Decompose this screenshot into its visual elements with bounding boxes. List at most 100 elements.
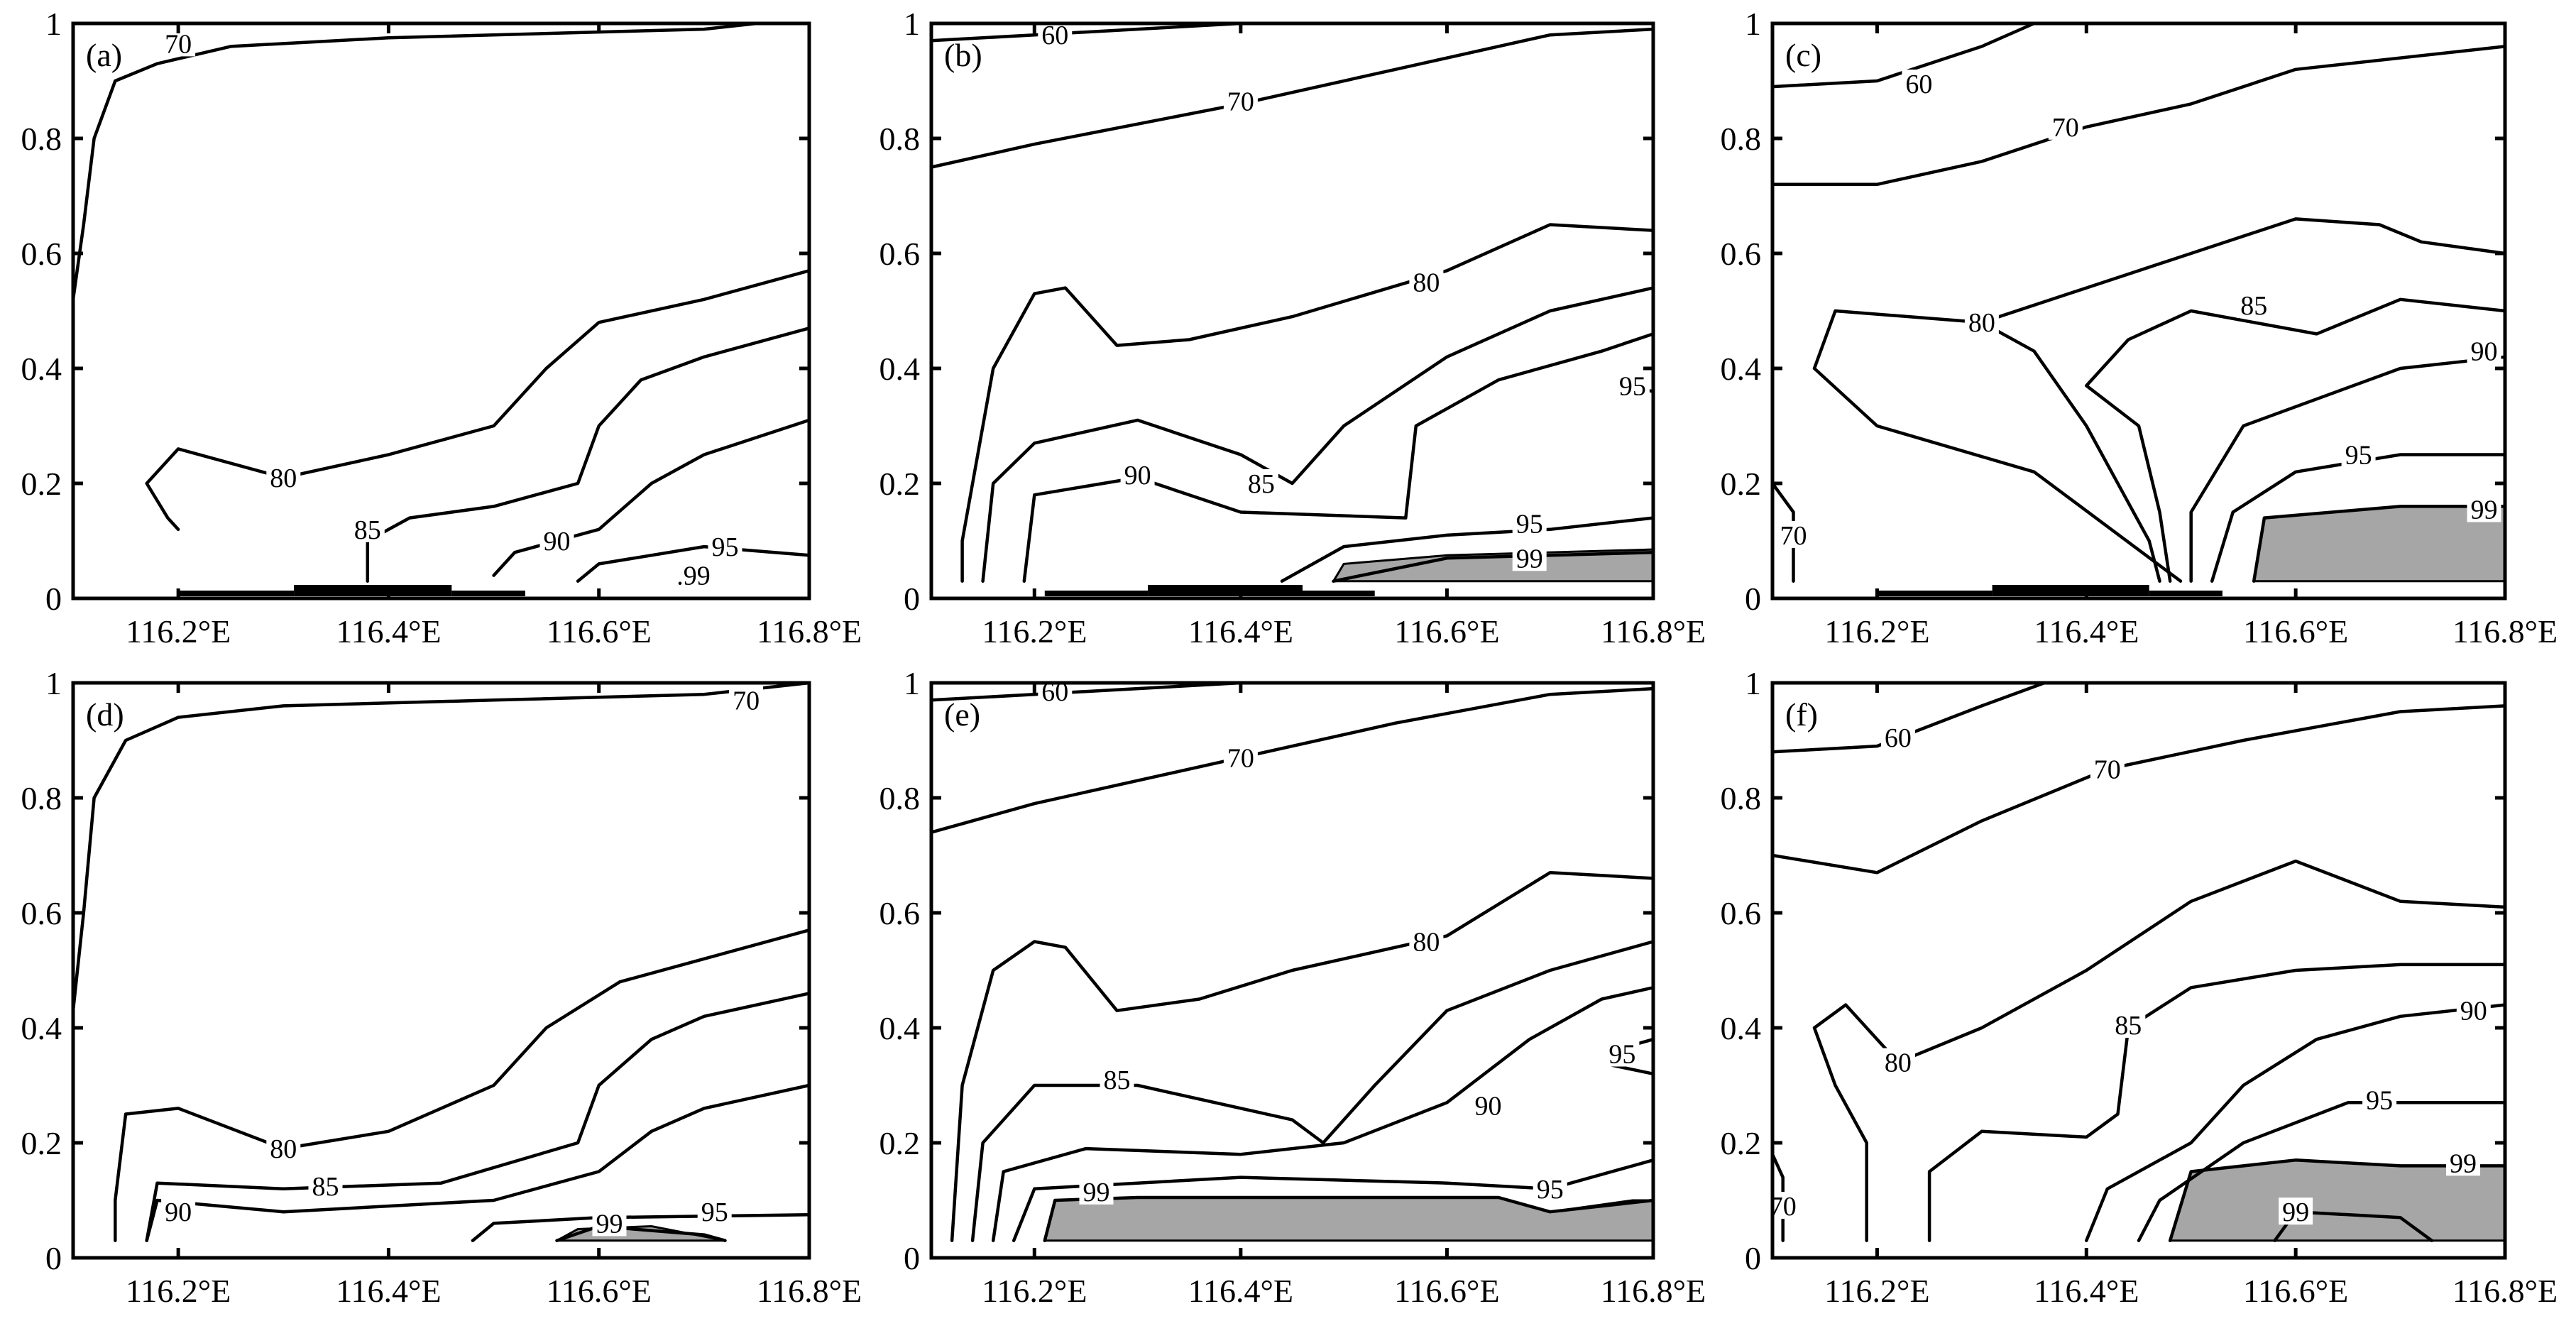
- y-tick-label: 0.4: [879, 351, 921, 387]
- contour-label: 70: [2094, 755, 2121, 785]
- shaded-region: [1331, 548, 1655, 583]
- y-tick-label: 0.8: [879, 121, 921, 157]
- chart-panel: 60 70 80 85 90 95 99 70 0 0.2 0.4 0.6 0.8 1 116.2°E 116…: [1721, 6, 2558, 649]
- contour-label-bg: [697, 1197, 732, 1225]
- x-tick-label: 116.6°E: [547, 613, 652, 649]
- contour-label-bg: [1512, 544, 1547, 571]
- y-tick-label: 1: [45, 665, 62, 701]
- contour-label: 95: [2345, 441, 2372, 471]
- y-tick-label: 0.6: [21, 895, 62, 931]
- x-tick-label: 116.4°E: [2034, 1273, 2139, 1309]
- contour-label: 85: [2240, 291, 2267, 321]
- y-tick-label: 0: [45, 1240, 62, 1276]
- x-tick-label: 116.2°E: [1824, 1273, 1929, 1309]
- contour-label-bg: [669, 561, 718, 588]
- contour-line: [1332, 550, 1655, 583]
- contour-label-bg: [539, 527, 574, 554]
- contour-label-bg: [1079, 1177, 1114, 1205]
- contour-line: [1770, 681, 2046, 754]
- contour-label: 99: [2450, 1149, 2477, 1178]
- contour-line: [2273, 1210, 2434, 1242]
- contour-label-bg: [2341, 440, 2376, 468]
- x-tick-label: 116.8°E: [1601, 613, 1706, 649]
- contour-line: [555, 1224, 727, 1242]
- contour-line: [2085, 1003, 2507, 1242]
- contour-label-bg: [1615, 371, 1650, 399]
- contour-line: [2168, 1158, 2507, 1242]
- contour-line: [114, 928, 811, 1242]
- x-tick-label: 116.2°E: [126, 613, 231, 649]
- contour-line: [2210, 453, 2507, 583]
- axis-frame: [1770, 21, 2507, 601]
- contour-label: 90: [2471, 337, 2498, 367]
- x-tick-label: 116.4°E: [336, 613, 441, 649]
- axis-frame: [929, 681, 1655, 1260]
- contour-label-bg: [1471, 1091, 1506, 1119]
- contour-label: 85: [312, 1172, 339, 1202]
- contour-line: [929, 686, 1655, 834]
- x-tick-label: 116.8°E: [2452, 613, 2558, 649]
- contour-label: 85: [1104, 1065, 1131, 1095]
- y-tick-label: 0.6: [879, 895, 921, 931]
- x-tick-label: 116.4°E: [336, 1273, 441, 1309]
- contour-line: [981, 286, 1655, 583]
- contour-line: [1770, 481, 1795, 583]
- contour-line: [1927, 963, 2507, 1242]
- y-tick-label: 0: [904, 1240, 920, 1276]
- contour-label: 80: [1968, 308, 1995, 338]
- x-tick-label: 116.6°E: [2243, 613, 2348, 649]
- contour-line: [2189, 355, 2507, 583]
- y-tick-label: 0.8: [21, 121, 62, 157]
- contour-line: [71, 21, 759, 302]
- contour-label: 70: [1227, 743, 1254, 773]
- axis-frame: [1770, 681, 2507, 1260]
- y-tick-label: 0.4: [1721, 351, 1762, 387]
- contour-label-bg: [1038, 21, 1073, 48]
- contour-label: 60: [1041, 21, 1068, 50]
- contour-label: 90: [544, 527, 571, 557]
- axis-frame: [929, 21, 1655, 601]
- bar-mark: [451, 591, 525, 596]
- contour-label-bg: [1223, 87, 1258, 114]
- contour-line: [1280, 516, 1655, 583]
- y-tick-label: 0.8: [879, 780, 921, 816]
- contour-line: [929, 21, 1243, 43]
- x-tick-label: 116.4°E: [2034, 613, 2139, 649]
- contour-label: 95: [701, 1197, 728, 1227]
- contour-label-bg: [1533, 1174, 1567, 1202]
- y-tick-label: 0.8: [1721, 780, 1762, 816]
- contour-label-bg: [2111, 1011, 2146, 1038]
- contour-line: [492, 418, 811, 577]
- contour-label: 70: [2052, 113, 2079, 143]
- bar-mark: [178, 591, 295, 596]
- y-tick-label: 0.6: [879, 236, 921, 272]
- contour-label-bg: [1244, 469, 1278, 496]
- contour-line: [1812, 859, 2507, 1242]
- contour-label-bg: [1776, 520, 1811, 548]
- contour-line: [970, 940, 1655, 1242]
- contour-label: 90: [1475, 1091, 1502, 1121]
- y-tick-label: 0.6: [1721, 236, 1762, 272]
- x-tick-label: 116.6°E: [1394, 1273, 1499, 1309]
- contour-label: 80: [270, 1134, 297, 1164]
- y-tick-label: 0.8: [1721, 121, 1762, 157]
- x-tick-label: 116.8°E: [2452, 1273, 2558, 1309]
- contour-label: 85: [1248, 469, 1275, 499]
- contour-line: [929, 681, 1243, 702]
- contour-label-bg: [2048, 112, 2083, 140]
- y-tick-label: 0: [1745, 1240, 1761, 1276]
- contour-label: 90: [1124, 461, 1151, 490]
- contour-label: 70: [733, 686, 760, 716]
- contour-line: [1043, 1195, 1655, 1242]
- contour-line: [366, 327, 811, 583]
- contour-line: [1022, 332, 1655, 583]
- contour-line: [2085, 297, 2507, 583]
- contour-line: [929, 27, 1655, 169]
- panel-label: (a): [86, 37, 122, 73]
- x-tick-label: 116.8°E: [1601, 1273, 1706, 1309]
- x-tick-label: 116.2°E: [982, 613, 1087, 649]
- y-tick-label: 0.2: [1721, 466, 1762, 502]
- contour-label-bg: [2237, 290, 2271, 318]
- x-tick-label: 116.2°E: [982, 1273, 1087, 1309]
